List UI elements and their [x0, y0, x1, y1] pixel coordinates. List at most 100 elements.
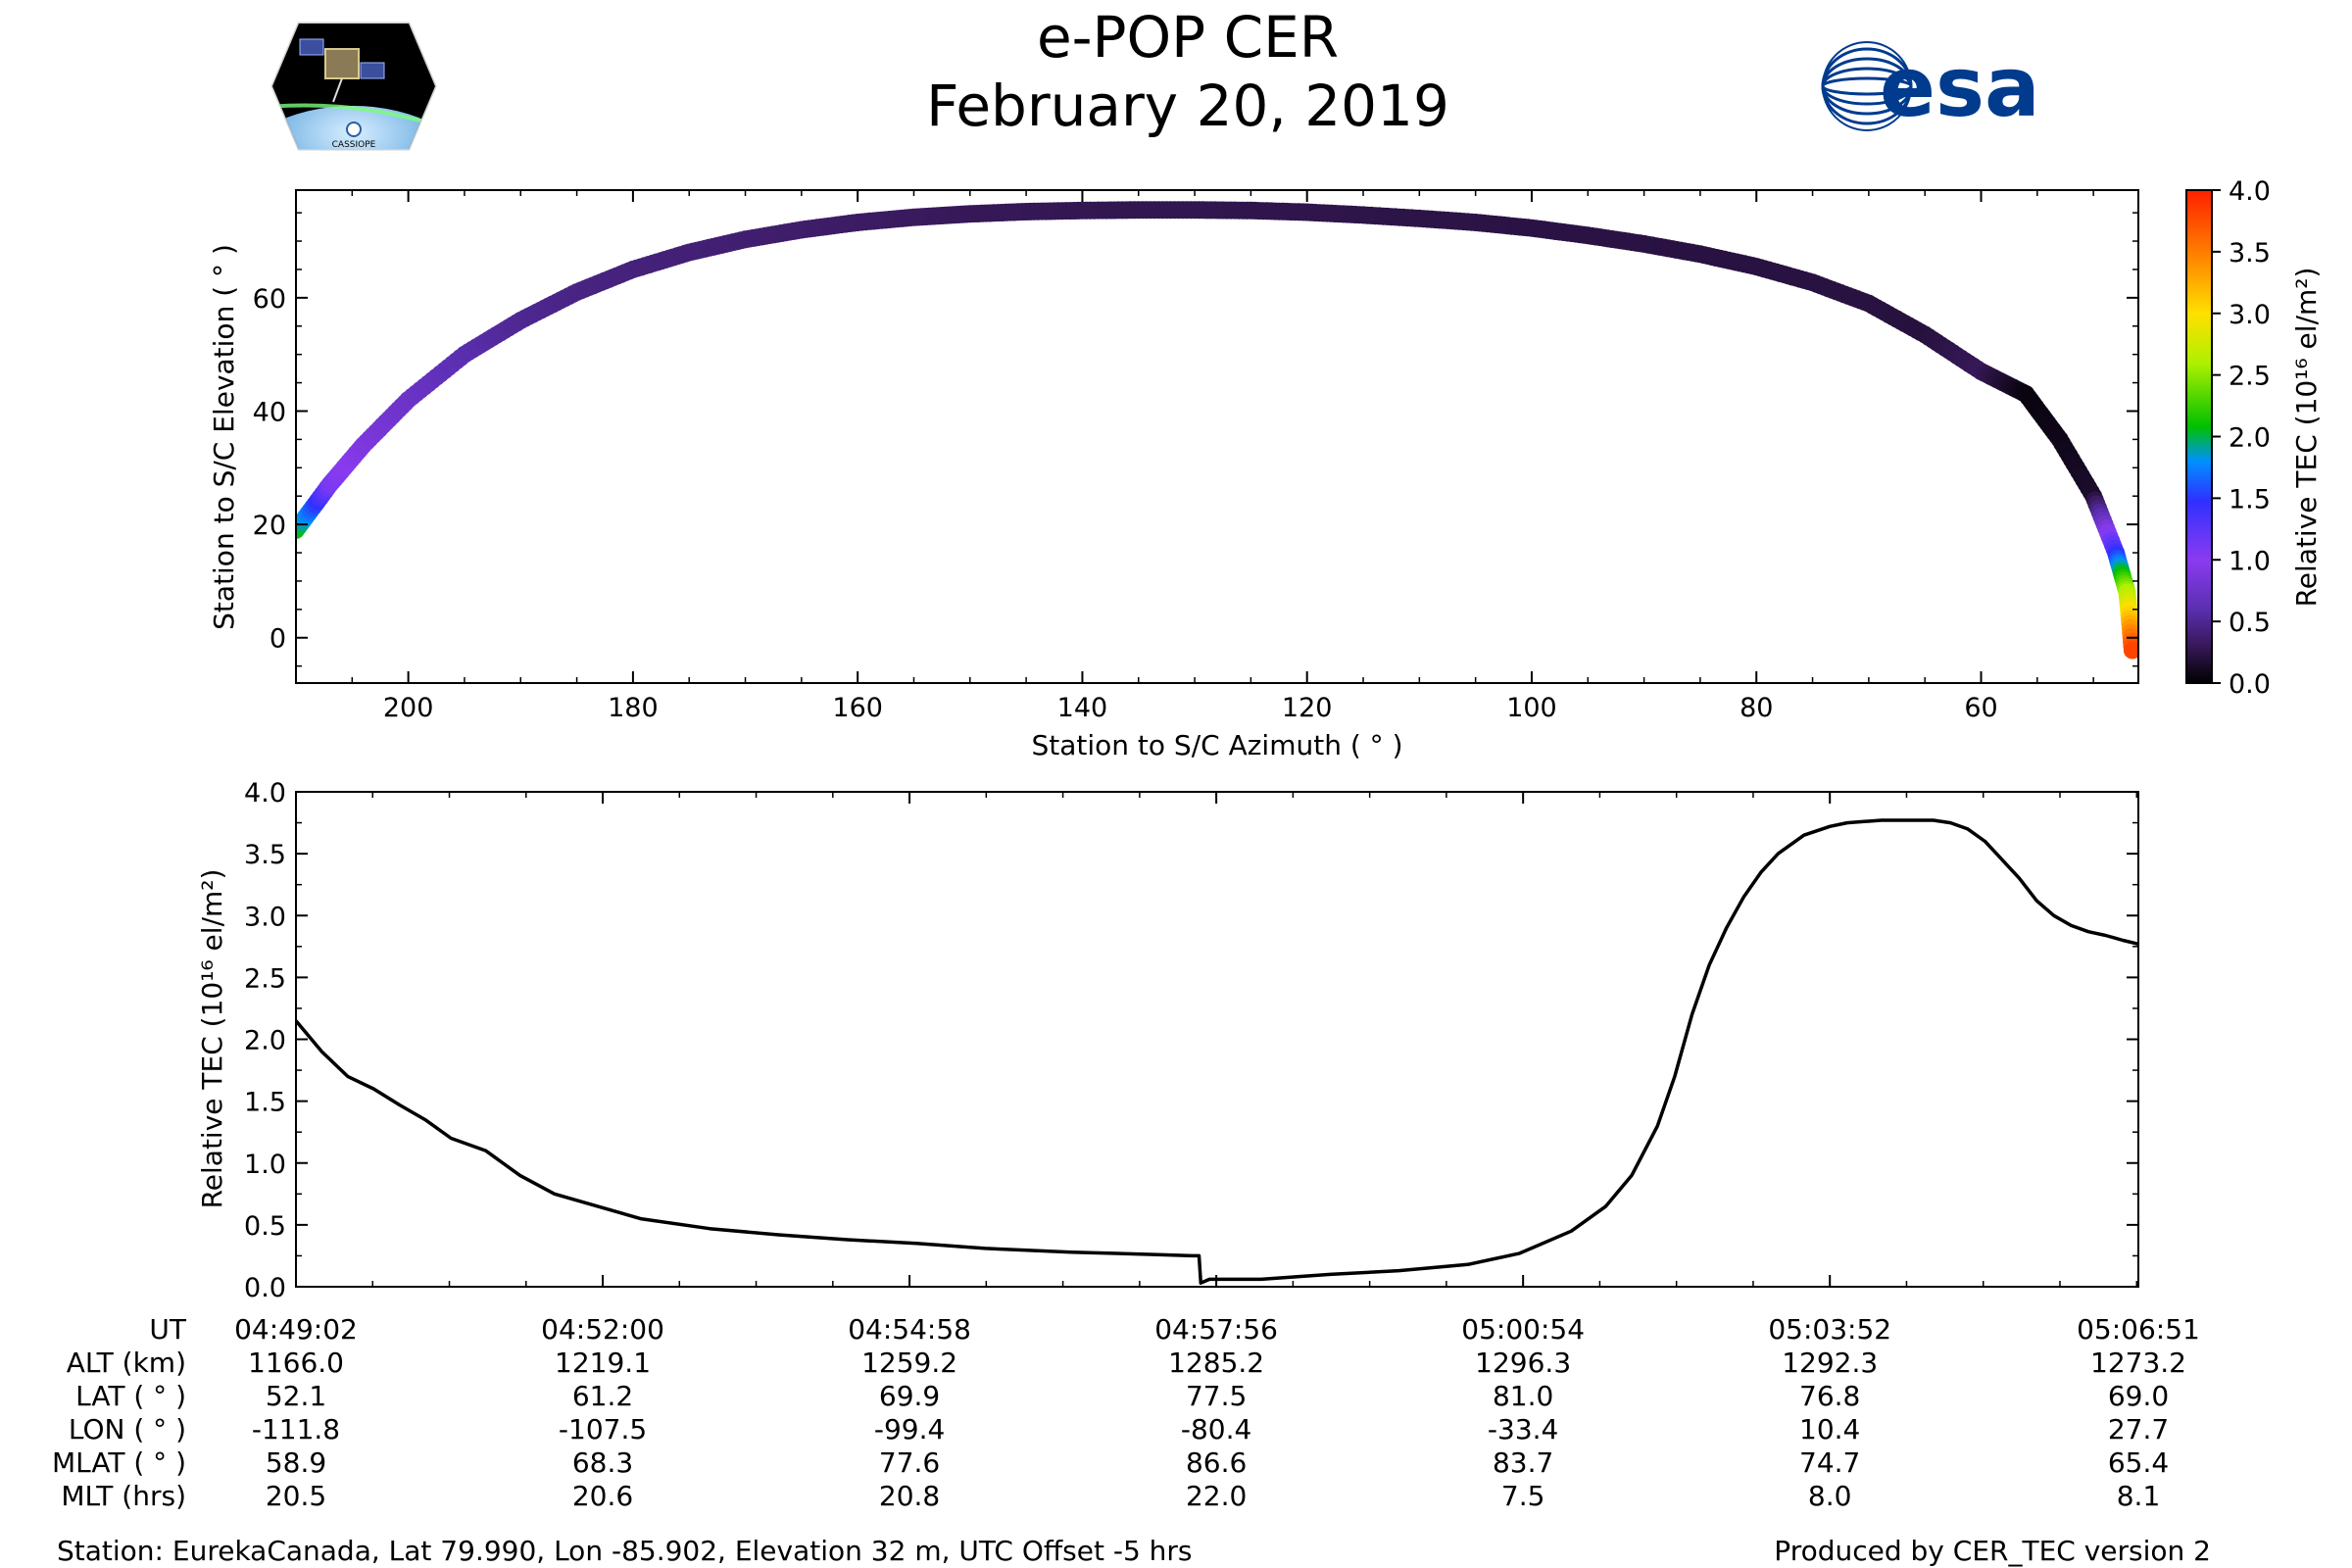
esa-logo: esa [1821, 39, 2040, 135]
top-track-layer [296, 201, 2138, 660]
colorbar-tick-label: 1.5 [2229, 484, 2271, 514]
info-cell-lat: 81.0 [1493, 1380, 1553, 1412]
top-x-tick-label: 140 [1057, 693, 1108, 723]
cassiope-logo-text: CASSIOPE [332, 140, 376, 150]
info-cell-ut: 04:54:58 [848, 1313, 971, 1346]
page-title: e-POP CER [1037, 4, 1339, 71]
info-row-label: UT [149, 1313, 186, 1346]
info-cell-ut: 04:57:56 [1154, 1313, 1278, 1346]
info-cell-alt: 1292.3 [1782, 1347, 1878, 1379]
bottom-y-tick-label: 3.5 [244, 840, 286, 870]
top-x-axis-label: Station to S/C Azimuth ( ° ) [1031, 729, 1402, 761]
info-cell-lon: -33.4 [1488, 1413, 1558, 1446]
info-cell-ut: 04:49:02 [234, 1313, 358, 1346]
info-cell-mlt: 20.5 [266, 1480, 326, 1512]
bottom-plot-area [296, 792, 2138, 1287]
colorbar-tick-label: 4.0 [2229, 176, 2271, 207]
satellite-icon [299, 38, 385, 103]
top-y-tick-label: 40 [253, 397, 286, 427]
colorbar-tick-label: 0.0 [2229, 669, 2271, 700]
colorbar-label: Relative TEC (10¹⁶ el/m²) [2290, 268, 2323, 608]
top-y-tick-label: 60 [253, 284, 286, 315]
info-row-label: ALT (km) [67, 1347, 186, 1379]
station-info: Station: EurekaCanada, Lat 79.990, Lon -… [57, 1535, 1193, 1567]
info-cell-lon: -111.8 [252, 1413, 340, 1446]
bottom-y-tick-label: 0.0 [244, 1273, 286, 1303]
top-x-tick-label: 60 [1964, 693, 1997, 723]
info-row-label: MLAT ( ° ) [52, 1446, 186, 1479]
bottom-y-tick-label: 4.0 [244, 778, 286, 808]
colorbar-tick-label: 0.5 [2229, 608, 2271, 638]
colorbar-tick-label: 2.5 [2229, 362, 2271, 392]
info-cell-lon: -80.4 [1181, 1413, 1251, 1446]
colorbar-tick-label: 2.0 [2229, 423, 2271, 454]
top-x-tick-label: 100 [1506, 693, 1557, 723]
bottom-y-tick-label: 1.5 [244, 1088, 286, 1118]
info-cell-lon: -107.5 [559, 1413, 647, 1446]
info-cell-lat: 69.9 [879, 1380, 940, 1412]
colorbar-gradient [2185, 189, 2213, 684]
info-cell-lat: 69.0 [2108, 1380, 2169, 1412]
info-cell-lon: 27.7 [2108, 1413, 2169, 1446]
bottom-y-tick-label: 2.0 [244, 1026, 286, 1056]
top-x-tick-label: 180 [608, 693, 659, 723]
bottom-y-axis-label: Relative TEC (10¹⁶ el/m²) [196, 869, 228, 1209]
info-cell-lat: 76.8 [1799, 1380, 1860, 1412]
top-x-tick-label: 120 [1282, 693, 1333, 723]
esa-logo-text: esa [1880, 39, 2040, 135]
info-cell-lat: 77.5 [1186, 1380, 1247, 1412]
info-cell-mlat: 86.6 [1186, 1446, 1247, 1479]
top-y-axis-label: Station to S/C Elevation ( ° ) [208, 244, 240, 630]
info-cell-alt: 1273.2 [2090, 1347, 2186, 1379]
info-cell-mlt: 8.1 [2117, 1480, 2161, 1512]
bottom-y-tick-label: 2.5 [244, 963, 286, 994]
info-cell-lon: 10.4 [1799, 1413, 1860, 1446]
track-point [2123, 641, 2138, 660]
info-cell-alt: 1219.1 [555, 1347, 651, 1379]
cassiope-logo: CASSIOPE [270, 22, 437, 151]
info-cell-mlt: 20.6 [572, 1480, 633, 1512]
produced-by: Produced by CER_TEC version 2 [1774, 1535, 2211, 1567]
info-cell-mlat: 77.6 [879, 1446, 940, 1479]
info-cell-mlat: 74.7 [1799, 1446, 1860, 1479]
top-y-tick-label: 0 [270, 624, 286, 655]
tec-series-line [296, 818, 2138, 1285]
info-row-label: MLT (hrs) [61, 1480, 186, 1512]
tec-colorbar: 0.0 0.5 1.0 1.5 2.0 2.5 3.0 3.5 4.0 Relative TEC… [2185, 176, 2323, 700]
azimuth-elevation-chart: 200 180 160 140 120 100 80 60 0 20 40 60 Station to… [208, 189, 2139, 761]
top-x-tick-label: 200 [383, 693, 434, 723]
info-cell-mlt: 8.0 [1808, 1480, 1852, 1512]
top-plot-frame [295, 189, 2139, 684]
bottom-series-layer [296, 818, 2138, 1285]
info-cell-lat: 52.1 [266, 1380, 326, 1412]
info-cell-mlat: 68.3 [572, 1446, 633, 1479]
colorbar-tick-label: 3.5 [2229, 238, 2271, 269]
info-cell-alt: 1166.0 [248, 1347, 344, 1379]
info-cell-ut: 05:00:54 [1461, 1313, 1585, 1346]
info-cell-alt: 1285.2 [1168, 1347, 1264, 1379]
bottom-ticks: 0.0 0.5 1.0 1.5 2.0 2.5 3.0 3.5 4.0 [244, 778, 2139, 1303]
top-ticks: 200 180 160 140 120 100 80 60 0 20 40 60 [253, 190, 2138, 723]
bottom-y-tick-label: 0.5 [244, 1211, 286, 1242]
info-cell-lon: -99.4 [874, 1413, 945, 1446]
esa-globe-icon [1821, 41, 1913, 131]
info-row-label: LON ( ° ) [69, 1413, 186, 1446]
info-cell-mlat: 83.7 [1493, 1446, 1553, 1479]
info-cell-alt: 1259.2 [861, 1347, 957, 1379]
info-cell-lat: 61.2 [572, 1380, 633, 1412]
info-cell-ut: 04:52:00 [541, 1313, 664, 1346]
colorbar-ticks: 0.0 0.5 1.0 1.5 2.0 2.5 3.0 3.5 4.0 [2212, 176, 2271, 700]
top-x-tick-label: 80 [1740, 693, 1773, 723]
bottom-y-tick-label: 3.0 [244, 902, 286, 932]
info-cell-mlt: 22.0 [1186, 1480, 1247, 1512]
relative-tec-chart: 0.0 0.5 1.0 1.5 2.0 2.5 3.0 3.5 4.0 Relative TEC… [196, 778, 2139, 1303]
top-plot-area [296, 190, 2138, 683]
colorbar-tick-label: 1.0 [2229, 546, 2271, 576]
info-cell-alt: 1296.3 [1475, 1347, 1571, 1379]
info-cell-ut: 05:03:52 [1768, 1313, 1891, 1346]
bottom-y-tick-label: 1.0 [244, 1150, 286, 1180]
